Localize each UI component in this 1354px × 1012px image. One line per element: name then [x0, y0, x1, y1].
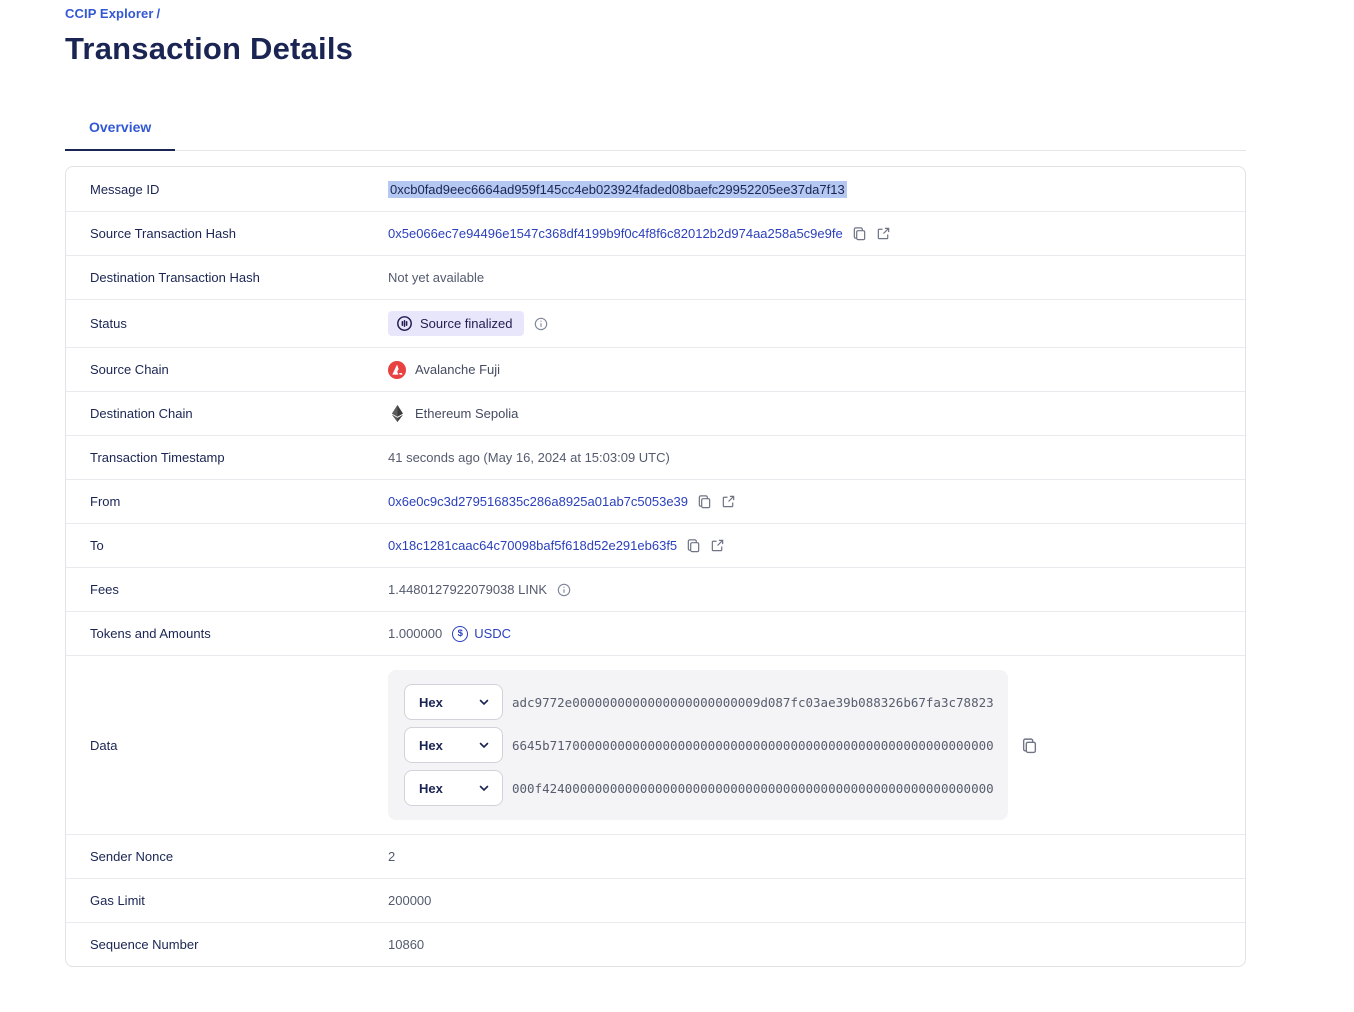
row-label: To	[90, 538, 104, 553]
row-label: Sequence Number	[90, 937, 199, 952]
gas-limit-value: 200000	[388, 893, 432, 908]
row-source-tx-hash: Source Transaction Hash 0x5e066ec7e94496…	[66, 211, 1245, 255]
sender-nonce-value: 2	[388, 849, 396, 864]
status-badge-label: Source finalized	[420, 316, 513, 331]
row-sequence-number: Sequence Number 10860	[66, 922, 1245, 966]
copy-icon[interactable]	[852, 226, 867, 241]
row-label: Data	[90, 737, 118, 753]
row-label: Transaction Timestamp	[90, 450, 225, 465]
row-to: To 0x18c1281caac64c70098baf5f618d52e291e…	[66, 523, 1245, 567]
row-label: Tokens and Amounts	[90, 626, 211, 641]
avalanche-fuji-logo-icon	[388, 360, 406, 379]
row-label: Destination Transaction Hash	[90, 270, 260, 285]
row-label: Source Transaction Hash	[90, 226, 236, 241]
row-dest-chain: Destination Chain Ethereum Sepolia	[66, 391, 1245, 435]
breadcrumb: CCIP Explorer /	[65, 6, 1246, 21]
data-line: Hex 6645b7170000000000000000000000000000…	[404, 727, 994, 763]
row-from: From 0x6e0c9c3d279516835c286a8925a01ab7c…	[66, 479, 1245, 523]
data-line: Hex 000f42400000000000000000000000000000…	[404, 770, 994, 806]
usdc-token-link[interactable]: USDC	[474, 626, 512, 641]
row-data: Data Hex adc9772e00000000000000000000000…	[66, 655, 1245, 834]
source-tx-hash-link[interactable]: 0x5e066ec7e94496e1547c368df4199b9f0c4f8f…	[388, 226, 843, 241]
from-address-link[interactable]: 0x6e0c9c3d279516835c286a8925a01ab7c5053e…	[388, 494, 689, 509]
dest-tx-hash-value: Not yet available	[388, 270, 485, 285]
row-status: Status Source finalized	[66, 299, 1245, 347]
timestamp-value: 41 seconds ago (May 16, 2024 at 15:03:09…	[388, 450, 670, 465]
row-label: Gas Limit	[90, 893, 145, 908]
row-label: Message ID	[90, 181, 160, 197]
row-gas-limit: Gas Limit 200000	[66, 878, 1245, 922]
row-sender-nonce: Sender Nonce 2	[66, 834, 1245, 878]
info-icon[interactable]	[534, 317, 548, 331]
data-line: Hex adc9772e0000000000000000000000009d08…	[404, 684, 994, 720]
row-label: Sender Nonce	[90, 849, 174, 864]
transaction-details-table: Message ID 0xcb0fad9eec6664ad959f145cc4e…	[65, 166, 1246, 967]
chevron-down-icon	[478, 696, 490, 708]
row-dest-tx-hash: Destination Transaction Hash Not yet ava…	[66, 255, 1245, 299]
copy-icon[interactable]	[686, 538, 701, 553]
source-chain-name: Avalanche Fuji	[415, 362, 501, 377]
chevron-down-icon	[478, 782, 490, 794]
encoding-select[interactable]: Hex	[404, 727, 503, 763]
row-fees: Fees 1.4480127922079038 LINK	[66, 567, 1245, 611]
row-source-chain: Source Chain Avalanche Fuji	[66, 347, 1245, 391]
tab-overview[interactable]: Overview	[65, 109, 176, 151]
data-hex-value: 6645b71700000000000000000000000000000000…	[512, 737, 994, 753]
to-address-link[interactable]: 0x18c1281caac64c70098baf5f618d52e291eb63…	[388, 538, 678, 553]
row-label: Fees	[90, 582, 119, 597]
copy-icon[interactable]	[697, 494, 712, 509]
chevron-down-icon	[478, 739, 490, 751]
info-icon[interactable]	[557, 583, 571, 597]
row-message-id: Message ID 0xcb0fad9eec6664ad959f145cc4e…	[66, 167, 1245, 211]
source-finalized-icon	[396, 315, 413, 332]
data-hex-value: 000f424000000000000000000000000000000000…	[512, 780, 994, 796]
encoding-select[interactable]: Hex	[404, 770, 503, 806]
encoding-select-value: Hex	[419, 737, 443, 753]
data-hex-value: adc9772e0000000000000000000000009d087fc0…	[512, 694, 994, 710]
row-timestamp: Transaction Timestamp 41 seconds ago (Ma…	[66, 435, 1245, 479]
sequence-number-value: 10860	[388, 937, 425, 952]
token-amount: 1.000000	[388, 626, 443, 641]
breadcrumb-separator: /	[156, 6, 161, 21]
dest-chain-name: Ethereum Sepolia	[415, 406, 519, 421]
data-hex-box: Hex adc9772e0000000000000000000000009d08…	[388, 670, 1008, 820]
external-link-icon[interactable]	[710, 538, 725, 553]
tab-bar: Overview	[65, 109, 1246, 151]
encoding-select-value: Hex	[419, 780, 443, 796]
page-title: Transaction Details	[65, 31, 354, 66]
row-label: Destination Chain	[90, 406, 193, 421]
usdc-token-icon: $	[452, 625, 469, 642]
page-content: CCIP Explorer / Transaction Details Overv…	[65, 0, 1246, 967]
copy-data-icon[interactable]	[1021, 737, 1038, 754]
row-label: From	[90, 494, 121, 509]
row-label: Status	[90, 316, 127, 331]
row-tokens-amounts: Tokens and Amounts 1.000000 $ USDC	[66, 611, 1245, 655]
row-label: Source Chain	[90, 362, 169, 377]
fees-value: 1.4480127922079038 LINK	[388, 582, 548, 597]
encoding-select-value: Hex	[419, 694, 443, 710]
message-id-value: 0xcb0fad9eec6664ad959f145cc4eb023924fade…	[388, 180, 847, 198]
encoding-select[interactable]: Hex	[404, 684, 503, 720]
external-link-icon[interactable]	[721, 494, 736, 509]
ethereum-sepolia-logo-icon	[388, 405, 406, 422]
breadcrumb-link-ccip-explorer[interactable]: CCIP Explorer	[65, 6, 154, 21]
external-link-icon[interactable]	[876, 226, 891, 241]
status-badge: Source finalized	[388, 311, 524, 336]
